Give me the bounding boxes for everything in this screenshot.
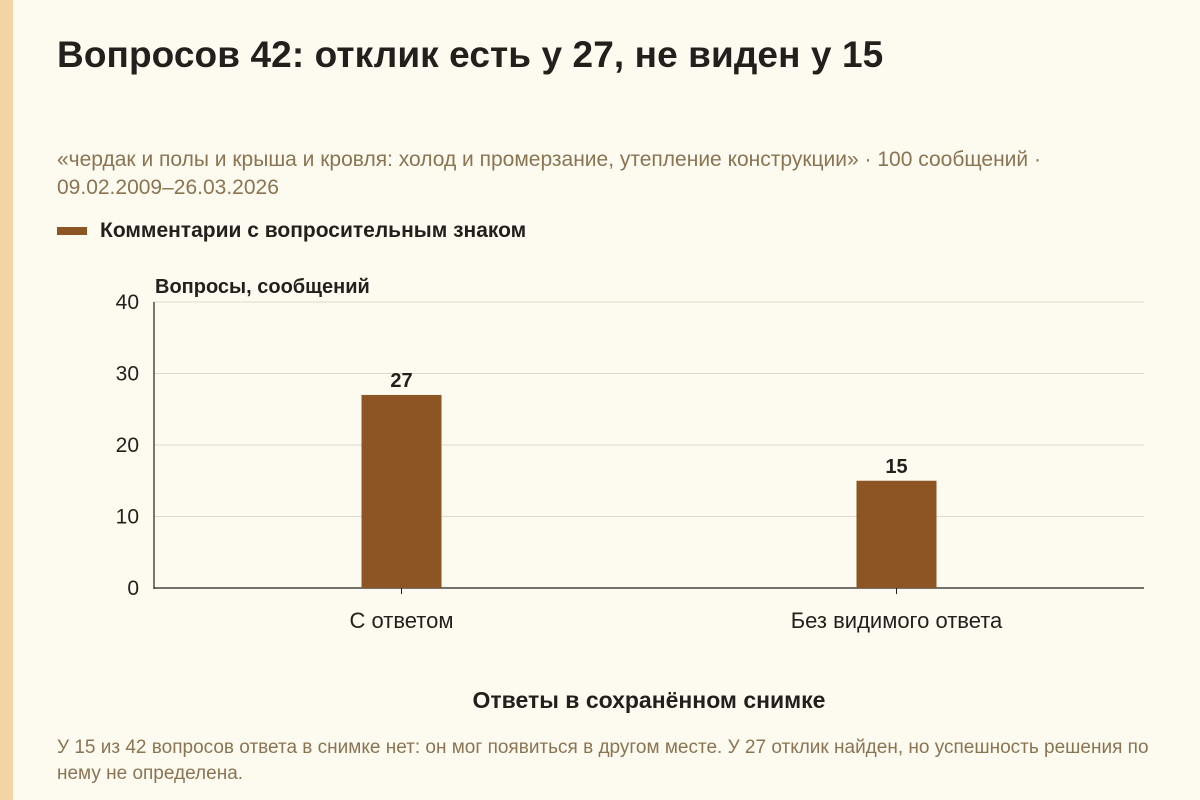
y-axis-ticks: 0 10 20 30 40 [116, 291, 139, 600]
y-axis-label: Вопросы, сообщений [155, 276, 370, 298]
legend-label: Комментарии с вопросительным знаком [100, 219, 527, 242]
y-tick-label: 10 [116, 506, 139, 529]
legend-swatch [57, 227, 87, 235]
bar [361, 394, 442, 588]
x-tick-label: Без видимого ответа [791, 608, 1003, 633]
footnote: У 15 из 42 вопросов ответа в снимке нет:… [57, 737, 1149, 784]
chart-subtitle: «чердак и полы и крыша и кровля: холод и… [57, 148, 1041, 199]
gridlines [154, 301, 1144, 517]
bars: 27 15 [361, 370, 937, 588]
y-tick-label: 20 [116, 434, 139, 457]
x-tick-label: С ответом [350, 608, 454, 633]
y-tick-label: 30 [116, 363, 139, 386]
y-tick-label: 0 [127, 577, 139, 600]
y-tick-label: 40 [116, 291, 139, 314]
x-axis-label: Ответы в сохранённом снимке [473, 687, 826, 713]
legend: Комментарии с вопросительным знаком [57, 219, 526, 243]
chart-title: Вопросов 42: отклик есть у 27, не виден … [57, 34, 884, 75]
bar [856, 480, 937, 588]
side-accent-strip [0, 0, 13, 800]
x-axis-ticks: С ответом Без видимого ответа [350, 588, 1003, 633]
bar-chart: 0 10 20 30 40 Вопросы, сообщений 27 15 С отве… [116, 276, 1144, 713]
bar-value-label: 27 [390, 370, 412, 392]
bar-value-label: 15 [885, 456, 907, 478]
